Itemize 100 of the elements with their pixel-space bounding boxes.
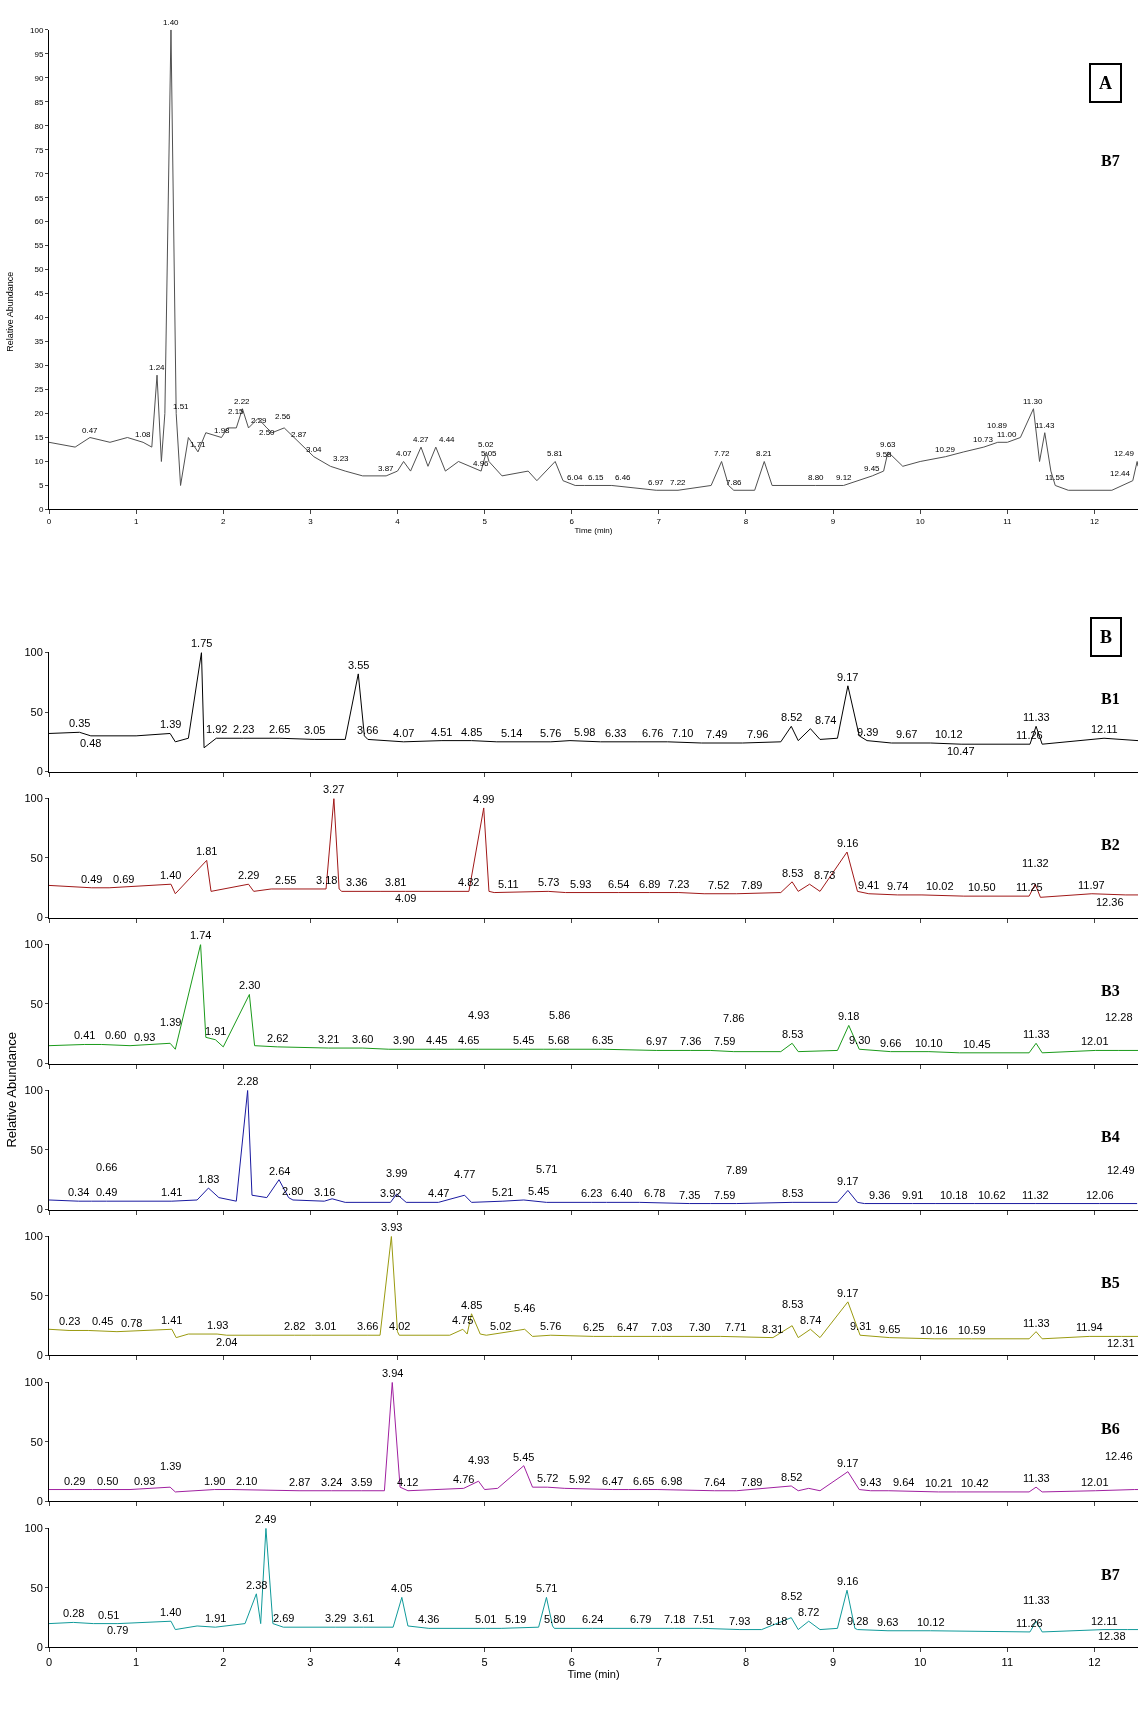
annotation: 12.01 — [1081, 1476, 1109, 1488]
annotation: 10.16 — [920, 1324, 948, 1336]
annotation: 0.66 — [96, 1161, 118, 1173]
annotation: 3.93 — [381, 1221, 403, 1233]
annotation: 1.93 — [207, 1319, 229, 1331]
annotation: 7.89 — [741, 1476, 763, 1488]
annotation: 1.75 — [191, 637, 213, 649]
x-tick-label: 9 — [830, 517, 836, 527]
x-tick-label: 5 — [482, 517, 488, 527]
annotation: 8.74 — [815, 714, 837, 726]
y-tick-label: 50 — [30, 1143, 43, 1156]
annotation: 12.28 — [1105, 1011, 1133, 1023]
annotation: 2.29 — [238, 869, 260, 881]
line-series — [49, 1236, 1138, 1340]
y-tick-label: 25 — [34, 385, 44, 395]
annotation: 2.30 — [239, 979, 261, 991]
annotation: 8.53 — [782, 1298, 804, 1310]
annotation: 10.42 — [961, 1477, 989, 1489]
annotation: 8.52 — [781, 1590, 803, 1602]
annotation: 8.53 — [782, 867, 804, 879]
annotation: 6.40 — [611, 1187, 633, 1199]
x-tick-label: 1 — [133, 517, 139, 527]
annotation: 6.89 — [639, 878, 661, 890]
annotation: 9.36 — [869, 1189, 891, 1201]
annotation: 0.48 — [80, 737, 102, 749]
annotation: 7.52 — [708, 879, 730, 891]
y-tick-label: 0 — [36, 1057, 43, 1070]
y-tick-label: 50 — [30, 1435, 43, 1448]
annotation: 12.49 — [1107, 1164, 1135, 1176]
annotation: 10.62 — [978, 1189, 1006, 1201]
annotation: 7.10 — [672, 727, 694, 739]
annotation: 3.59 — [351, 1476, 373, 1488]
annotation: 0.28 — [63, 1607, 85, 1619]
annotation: 5.45 — [528, 1185, 550, 1197]
annotation: 0.51 — [98, 1609, 120, 1621]
x-tick-label: 12 — [1088, 1655, 1101, 1668]
annotation: 2.69 — [273, 1612, 295, 1624]
annotation: 12.46 — [1105, 1450, 1133, 1462]
annotation: 0.29 — [64, 1475, 86, 1487]
annotation: 5.46 — [514, 1302, 536, 1314]
annotation: 4.99 — [473, 793, 495, 805]
annotation: 11.33 — [1023, 1317, 1050, 1329]
annotation: 7.86 — [723, 1012, 745, 1024]
annotation: 9.63 — [877, 1616, 899, 1628]
x-tick-label: 12 — [1089, 517, 1100, 527]
annotation: 1.41 — [161, 1314, 183, 1326]
annotation: 6.23 — [581, 1187, 603, 1199]
y-tick-label: 60 — [34, 217, 44, 227]
y-tick-label: 80 — [34, 121, 44, 131]
annotation: 7.30 — [689, 1321, 711, 1333]
annotation: 3.18 — [316, 874, 338, 886]
annotation: 11.33 — [1023, 1594, 1050, 1606]
annotation: 3.16 — [314, 1186, 336, 1198]
annotation: 1.40 — [163, 18, 180, 27]
annotation: 10.73 — [973, 435, 994, 444]
annotation: 3.61 — [353, 1612, 375, 1624]
annotation: 8.18 — [766, 1615, 788, 1627]
annotation: 7.49 — [706, 728, 728, 740]
annotation: 9.17 — [837, 1457, 859, 1469]
annotation: 4.85 — [461, 1299, 483, 1311]
annotation: 5.02 — [478, 440, 495, 449]
annotation: 2.50 — [259, 428, 276, 437]
annotation: 3.81 — [385, 876, 407, 888]
annotation: 4.47 — [428, 1187, 450, 1199]
annotation: 3.92 — [380, 1187, 402, 1199]
annotation: 10.29 — [935, 445, 956, 454]
annotation: 8.73 — [814, 869, 836, 881]
annotation: 5.11 — [498, 878, 519, 890]
annotation: 0.49 — [81, 873, 103, 885]
y-tick-label: 10 — [34, 457, 44, 467]
annotation: 4.12 — [397, 1476, 419, 1488]
annotation: 7.59 — [714, 1189, 736, 1201]
annotation: 0.49 — [96, 1186, 118, 1198]
annotation: 6.15 — [588, 473, 605, 482]
annotation: 12.06 — [1086, 1189, 1114, 1201]
line-series — [49, 1090, 1138, 1205]
y-tick-label: 15 — [34, 433, 44, 443]
annotation: 5.93 — [570, 878, 592, 890]
y-tick-label: 100 — [24, 1084, 43, 1097]
text: B2 — [1101, 836, 1120, 853]
annotation: 1.91 — [205, 1612, 227, 1624]
annotation: 3.94 — [382, 1367, 404, 1379]
annotation: 5.71 — [536, 1163, 558, 1175]
text: B7 — [1101, 1566, 1120, 1583]
annotation: 9.16 — [837, 837, 859, 849]
annotation: 9.12 — [836, 473, 853, 482]
annotation: 4.96 — [473, 459, 490, 468]
annotation: 5.05 — [481, 449, 498, 458]
annotation: 4.05 — [391, 1582, 413, 1594]
annotation: 11.25 — [1016, 881, 1043, 893]
annotation: 12.31 — [1107, 1337, 1135, 1349]
annotation: 3.36 — [346, 876, 368, 888]
annotation: 7.86 — [726, 478, 743, 487]
annotation: 5.72 — [537, 1472, 559, 1484]
annotation: 3.27 — [323, 783, 345, 795]
annotation: 9.66 — [880, 1037, 902, 1049]
annotation: 9.67 — [896, 728, 918, 740]
y-tick-label: 100 — [24, 646, 43, 659]
annotation: 4.76 — [453, 1473, 475, 1485]
annotation: 11.94 — [1076, 1321, 1103, 1333]
